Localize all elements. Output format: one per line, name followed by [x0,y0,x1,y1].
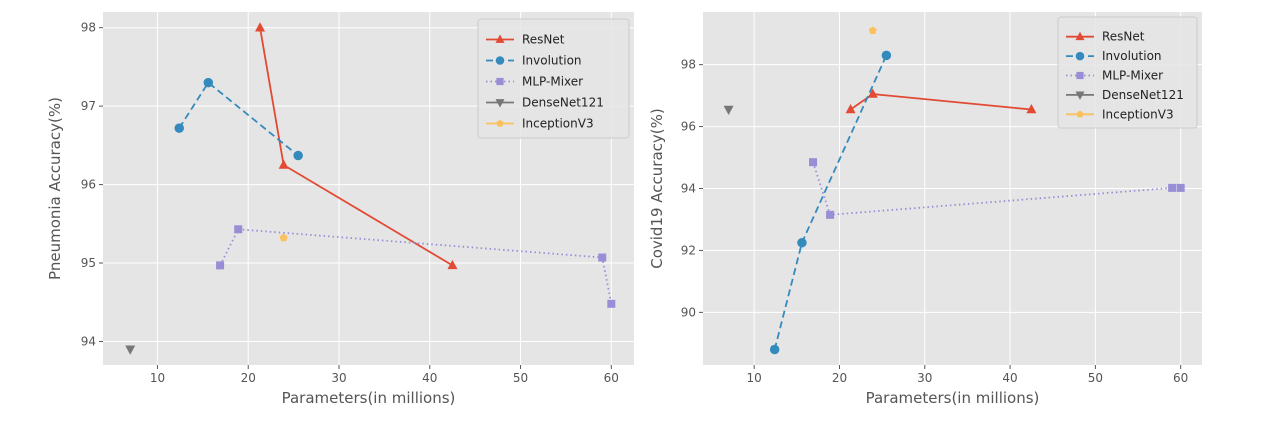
legend-label: DenseNet121 [522,96,604,110]
series-densenet121 [723,105,734,116]
data-point [279,233,288,242]
x-tick-label: 30 [917,371,932,385]
legend-marker [1075,51,1085,61]
x-tick-label: 20 [241,371,256,385]
data-point [797,237,807,248]
y-tick-label: 94 [81,334,96,348]
data-point [278,159,289,169]
legend-label: DenseNet121 [1102,88,1184,102]
series-mlp-mixer [809,158,1185,219]
legend-marker [1076,71,1084,80]
legend-marker [495,99,505,108]
data-point [1176,183,1185,192]
series-densenet121 [125,345,136,355]
y-tick-label: 90 [681,305,696,319]
legend-marker [495,34,505,43]
legend-label: InceptionV3 [522,117,594,131]
x-tick-label: 50 [513,371,528,385]
x-tick-label: 40 [1002,371,1017,385]
y-tick-label: 98 [81,21,96,35]
x-tick-label: 10 [150,371,165,385]
legend-box [1057,16,1198,129]
data-point [598,253,607,262]
pneumonia-accuracy-plot: 10 20 30 40 50 60 94 95 96 97 98 Parameters(in mill… [46,12,634,407]
series-mlp-mixer [216,225,616,308]
series-line [178,81,299,157]
series-line [812,161,1181,216]
y-tick-label: 94 [681,182,696,196]
data-point [826,210,835,219]
legend-item: ResNet [486,33,565,47]
data-point [1026,104,1037,114]
series-involution [174,77,303,161]
data-point [203,77,214,88]
data-point [1168,183,1177,192]
legend-label: ResNet [522,33,565,47]
legend-item: MLP-Mixer [486,75,583,89]
legend-marker [495,56,505,65]
series-inceptionv3 [868,26,877,35]
legend-item: DenseNet121 [486,96,604,110]
legend-item: DenseNet121 [1066,88,1184,102]
x-tick-label: 60 [1173,371,1188,385]
legend-label: ResNet [1102,30,1145,44]
y-axis-label: Covid19 Accuracy(%) [648,108,666,269]
legend-label: MLP-Mixer [522,75,583,89]
series-inceptionv3 [279,233,288,242]
data-point [216,261,225,270]
data-point [809,158,818,167]
x-tick-label: 50 [1088,371,1103,385]
legend: ResNet Involution MLP-Mixer DenseNet121 Ince… [1057,16,1198,129]
x-tick-label: 30 [331,371,346,385]
x-tick-label: 20 [832,371,847,385]
y-tick-label: 96 [681,120,696,134]
legend-marker [1075,91,1085,100]
legend-item: Involution [1066,49,1162,63]
legend-label: InceptionV3 [1102,107,1174,121]
x-tick-label: 40 [422,371,437,385]
legend-marker [1076,110,1084,118]
x-tick-label: 10 [747,371,762,385]
legend-label: Involution [1102,49,1162,63]
data-point [723,105,734,116]
legend-marker [1075,31,1085,41]
data-point [293,150,303,161]
legend-item: InceptionV3 [486,117,594,131]
x-axis-label: Parameters(in millions) [282,389,456,407]
x-tick-label: 60 [604,371,619,385]
y-tick-label: 97 [81,99,96,113]
y-tick-label: 92 [681,243,696,257]
legend-item: Involution [486,54,582,68]
data-point [881,50,892,61]
y-axis-label: Pneumonia Accuracy(%) [46,97,64,280]
data-point [255,22,266,32]
legend-item: MLP-Mixer [1066,69,1163,83]
data-point [845,104,856,114]
y-tick-label: 98 [681,58,696,72]
legend-label: MLP-Mixer [1102,69,1163,83]
legend-item: InceptionV3 [1066,107,1174,121]
legend-marker [496,77,504,86]
data-point [234,225,243,234]
series-involution [769,50,892,355]
legend-marker [496,119,504,127]
data-point [868,26,877,35]
data-point [174,123,184,133]
legend-label: Involution [522,54,582,68]
data-point [867,88,878,98]
series-resnet [255,22,458,270]
data-point [447,259,458,270]
legend: ResNet Involution MLP-Mixer DenseNet121 Ince… [477,18,630,139]
data-point [607,299,616,308]
data-point [125,345,136,355]
y-tick-label: 95 [81,256,96,270]
legend-item: ResNet [1066,30,1145,44]
legend-box [477,18,630,139]
data-point [769,344,780,355]
series-resnet [845,88,1037,114]
covid19-accuracy-plot: 10 20 30 40 50 60 90 92 94 96 98 Parameters(in mill… [648,12,1202,407]
x-axis-label: Parameters(in millions) [866,389,1040,407]
y-tick-label: 96 [81,178,96,192]
